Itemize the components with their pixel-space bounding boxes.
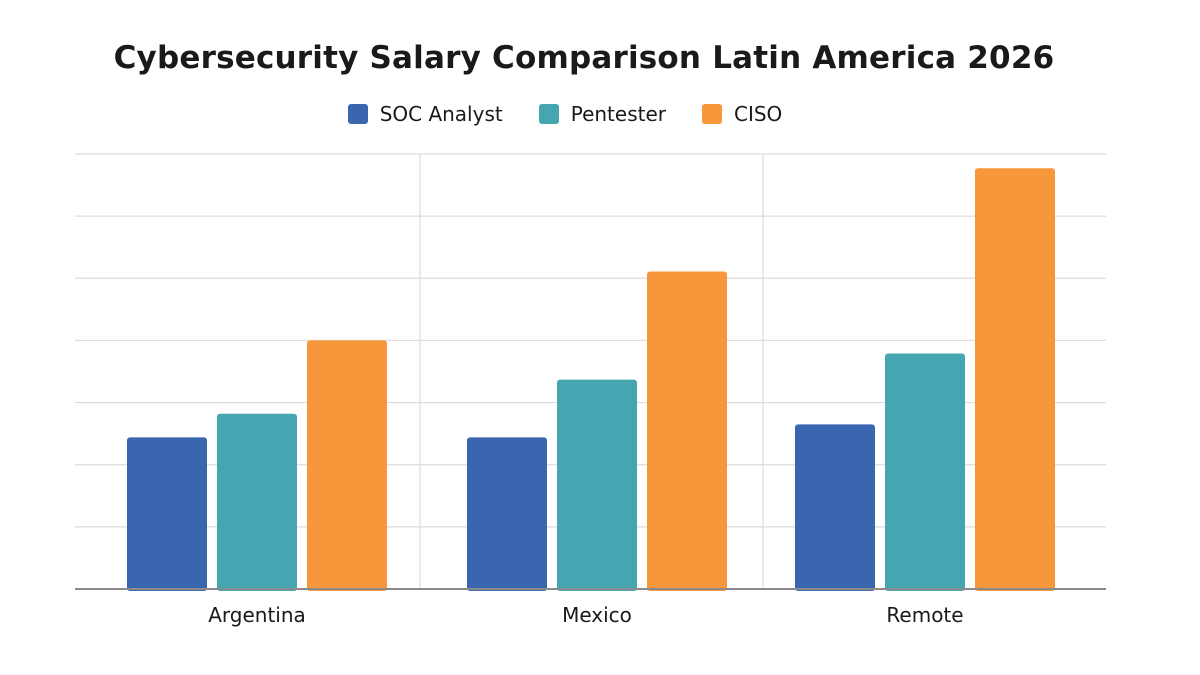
x-tick-label: Remote <box>886 603 963 627</box>
bar-soc-analyst-remote <box>795 424 875 591</box>
bar-ciso-remote <box>975 168 1055 592</box>
legend-label: SOC Analyst <box>379 102 503 126</box>
bar-pentester-argentina <box>217 413 297 591</box>
legend: SOC Analyst Pentester CISO <box>0 102 1130 126</box>
legend-swatch <box>347 104 368 124</box>
legend-item-ciso: CISO <box>701 102 783 126</box>
legend-label: CISO <box>733 102 783 126</box>
bar-soc-analyst-mexico <box>467 437 547 591</box>
bar-soc-analyst-argentina <box>127 437 207 591</box>
x-tick-label: Mexico <box>562 603 632 627</box>
bar-pentester-remote <box>885 353 965 591</box>
legend-item-soc-analyst: SOC Analyst <box>347 102 503 126</box>
bar-pentester-mexico <box>557 379 637 591</box>
bar-ciso-mexico <box>647 271 727 591</box>
legend-swatch <box>538 104 559 124</box>
x-tick-label: Argentina <box>208 603 306 627</box>
chart-title: Cybersecurity Salary Comparison Latin Am… <box>113 40 1055 76</box>
legend-item-pentester: Pentester <box>538 102 666 126</box>
bar-ciso-argentina <box>307 340 387 591</box>
legend-swatch <box>701 104 722 124</box>
legend-label: Pentester <box>570 102 666 126</box>
